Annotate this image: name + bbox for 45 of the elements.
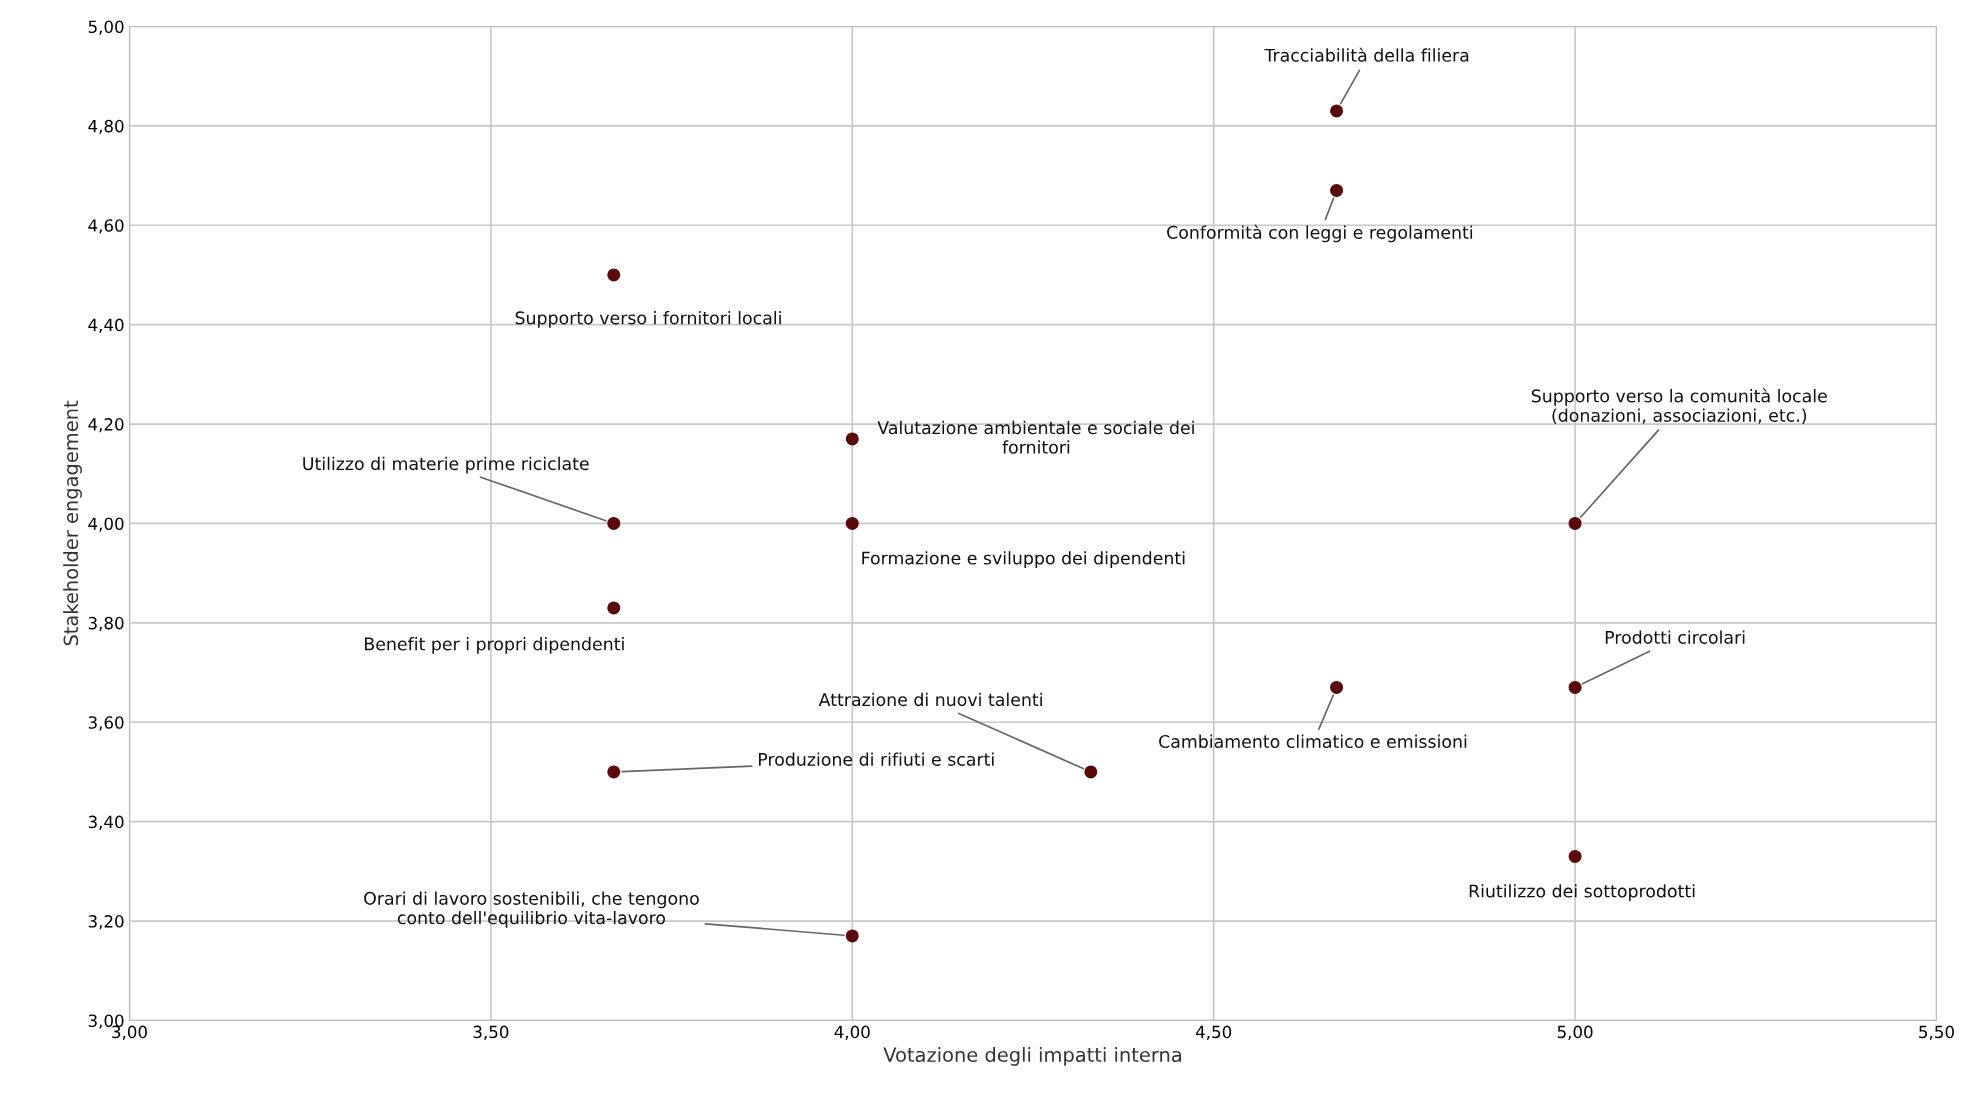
point — [1330, 680, 1344, 694]
point — [1568, 516, 1582, 530]
point — [607, 765, 621, 779]
annotation: Orari di lavoro sostenibili, che tengono conto dell'equilibrio vita-lavoro — [364, 891, 699, 928]
x-tick-label: 5,00 — [1557, 1025, 1593, 1040]
point — [1568, 680, 1582, 694]
y-tick-label: 3,20 — [88, 915, 124, 930]
annotation: Prodotti circolari — [1605, 630, 1745, 644]
point — [845, 516, 859, 530]
annotation: Supporto verso la comunità locale (donazioni, associazioni, etc.) — [1531, 388, 1827, 424]
x-axis-title: Votazione degli impatti interna — [883, 1047, 1181, 1066]
annotation: Cambiamento climatico e emissioni — [1159, 734, 1467, 749]
annotation: Supporto verso i fornitori locali — [515, 310, 781, 328]
annotation: Utilizzo di materie prime riciclate — [303, 456, 589, 474]
point — [1568, 849, 1582, 863]
annotation: Conformità con leggi e regolamenti — [1167, 224, 1473, 243]
annotation: Produzione di rifiuti e scarti — [759, 752, 994, 766]
point — [1084, 765, 1098, 779]
point — [845, 432, 859, 446]
point — [607, 601, 621, 615]
annotation: Formazione e sviluppo dei dipendenti — [862, 551, 1185, 568]
point — [607, 268, 621, 282]
x-tick-label: 4,50 — [1195, 1025, 1232, 1040]
annotation: Riutilizzo dei sottoprodotti — [1469, 884, 1695, 901]
y-tick-label: 3,80 — [88, 616, 124, 632]
point — [845, 929, 859, 943]
y-tick-label: 3,40 — [88, 815, 124, 830]
x-tick-label: 3,50 — [473, 1025, 509, 1040]
annotation: Benefit per i propri dipendenti — [365, 637, 624, 654]
annotation: Tracciabilità della filiera — [1264, 47, 1469, 62]
y-tick-label: 4,40 — [88, 318, 124, 333]
point — [1330, 104, 1344, 118]
annotation: Valutazione ambientale e sociale dei fornitori — [877, 420, 1194, 454]
y-tick-label: 5,00 — [88, 20, 124, 35]
point — [607, 516, 621, 530]
y-tick-label: 3,60 — [88, 716, 124, 731]
y-tick-label: 4,60 — [88, 219, 124, 234]
y-tick-label: 4,00 — [88, 517, 124, 532]
annotation: Attrazione di nuovi talenti — [818, 692, 1042, 707]
y-axis-title: Stakeholder engagement — [63, 400, 82, 646]
point — [1330, 183, 1344, 197]
x-tick-label: 5,50 — [1919, 1025, 1954, 1040]
y-tick-label: 4,80 — [88, 119, 124, 135]
y-tick-label: 4,20 — [88, 418, 124, 433]
x-tick-label: 4,00 — [834, 1025, 870, 1040]
